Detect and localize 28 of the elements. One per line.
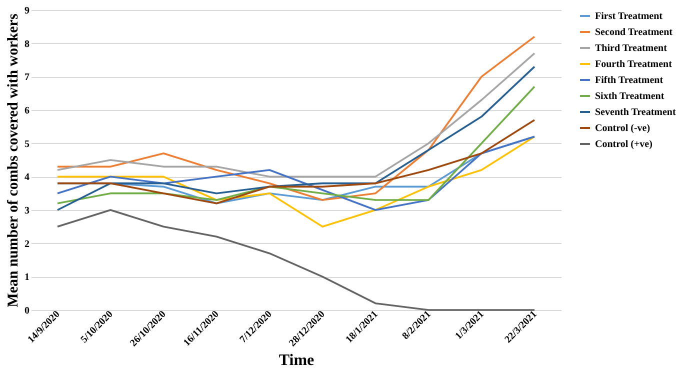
y-tick-label: 0 bbox=[24, 306, 30, 316]
line-series bbox=[56, 119, 536, 204]
y-tick-label: 2 bbox=[24, 238, 30, 250]
legend-label: Second Treatment bbox=[595, 27, 674, 38]
legend-label: Sixth Treatment bbox=[595, 91, 665, 102]
y-tick-label: 8 bbox=[24, 38, 30, 50]
y-tick-label: 6 bbox=[24, 106, 30, 116]
y-tick-label: 3 bbox=[24, 206, 30, 216]
legend-label: Control (-ve) bbox=[595, 123, 650, 134]
line-series bbox=[56, 36, 536, 201]
y-axis-title: Mean number of combs covered with workers bbox=[6, 14, 22, 308]
y-tick-label: 7 bbox=[24, 72, 30, 84]
y-tick-label: 5 bbox=[24, 138, 30, 150]
legend-label: Fifth Treatment bbox=[595, 75, 664, 86]
legend-label: Third Treatment bbox=[595, 43, 668, 54]
x-axis-title: Time bbox=[278, 352, 314, 370]
legend-label: Control (+ve) bbox=[595, 139, 652, 150]
y-tick-label: 9 bbox=[24, 6, 30, 16]
line-series bbox=[56, 209, 536, 311]
line-series bbox=[56, 66, 536, 211]
legend-label: Fourth Treatment bbox=[595, 59, 673, 70]
legend-label: First Treatment bbox=[595, 11, 664, 22]
legend-label: Seventh Treatment bbox=[595, 107, 676, 118]
y-tick-label: 4 bbox=[24, 172, 30, 184]
line-series bbox=[56, 86, 536, 204]
line-series bbox=[56, 136, 536, 228]
y-tick-label: 1 bbox=[24, 272, 30, 284]
line-series bbox=[56, 52, 536, 178]
